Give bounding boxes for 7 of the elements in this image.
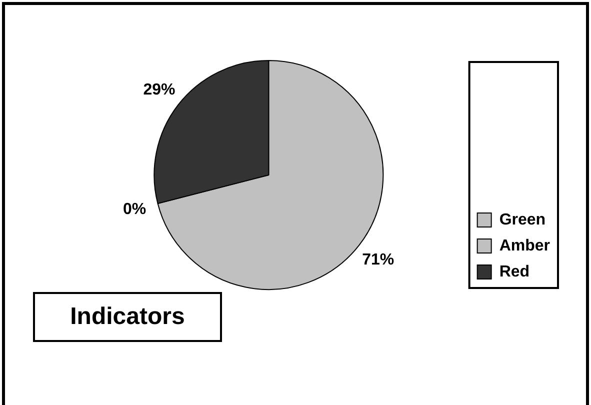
legend-label: Amber bbox=[499, 237, 550, 254]
data-label: 29% bbox=[143, 82, 176, 99]
data-label: 71% bbox=[362, 251, 394, 268]
text: Indicators bbox=[33, 292, 222, 342]
text: 0% bbox=[122, 200, 146, 218]
legend-label: Red bbox=[499, 263, 530, 280]
legend-label: Green bbox=[499, 211, 546, 228]
